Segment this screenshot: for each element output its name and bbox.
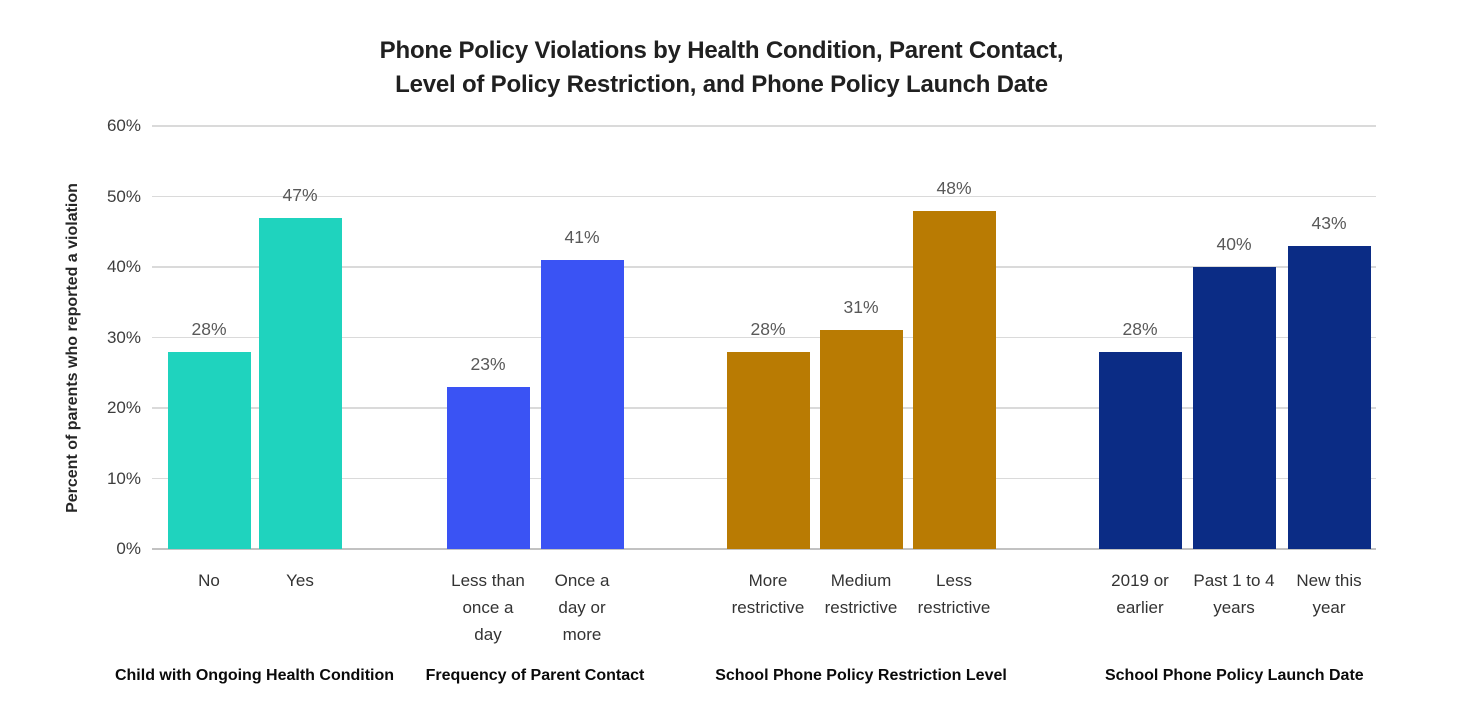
bar-value-label: 28% — [191, 318, 227, 339]
bar — [912, 210, 996, 549]
x-category-label: Past 1 to 4 years — [1193, 571, 1275, 617]
gridline — [152, 548, 1376, 550]
bar-value-label: 40% — [1216, 234, 1252, 254]
group-label: Child with Ongoing Health Condition — [114, 667, 395, 684]
x-category-label: Once a day or more — [554, 571, 610, 644]
bar-value-label: 47% — [282, 184, 318, 205]
x-category-label: More restrictive — [731, 571, 805, 617]
chart-title-line1: Phone Policy Violations by Health Condit… — [379, 37, 1064, 64]
bar-value-label: 31% — [843, 297, 879, 318]
y-tick-label: 60% — [106, 116, 141, 135]
bar-value-label: 41% — [564, 226, 600, 247]
bar — [258, 217, 342, 549]
y-tick-label: 0% — [116, 539, 141, 558]
group-label: Frequency of Parent Contact — [425, 667, 645, 684]
y-tick-label: 40% — [106, 257, 141, 276]
x-category-label: Less than once a day — [451, 571, 525, 644]
y-tick-label: 10% — [106, 468, 141, 488]
bar — [1098, 351, 1182, 549]
y-tick-label: 30% — [106, 327, 141, 347]
x-category-label: Yes — [286, 571, 314, 590]
gridline — [152, 266, 1376, 268]
bar — [1287, 245, 1371, 549]
bar — [540, 259, 624, 549]
bar-value-label: 28% — [1122, 318, 1158, 339]
bar-value-label: 48% — [936, 177, 972, 198]
group-label: School Phone Policy Launch Date — [1104, 667, 1364, 684]
bar-value-label: 43% — [1311, 212, 1347, 233]
bar — [819, 330, 903, 549]
gridline — [152, 195, 1376, 198]
group-label: School Phone Policy Restriction Level — [715, 667, 1007, 684]
bar-value-label: 23% — [470, 353, 506, 374]
gridline — [152, 336, 1376, 339]
bar — [1192, 267, 1276, 549]
bar — [446, 386, 530, 549]
y-tick-label: 20% — [106, 398, 141, 417]
chart-title: Phone Policy Violations by Health Condit… — [0, 34, 1443, 102]
y-tick-label: 50% — [106, 186, 141, 206]
chart-title-line2: Level of Policy Restriction, and Phone P… — [395, 71, 1048, 98]
x-category-label: New this year — [1296, 571, 1362, 617]
x-category-label: Medium restrictive — [824, 571, 898, 617]
bar-value-label: 28% — [750, 318, 786, 339]
x-category-label: No — [198, 571, 220, 590]
bar — [167, 351, 251, 549]
x-category-label: 2019 or earlier — [1111, 571, 1169, 617]
bar — [726, 351, 810, 549]
x-category-label: Less restrictive — [917, 571, 991, 617]
gridline — [152, 125, 1376, 127]
